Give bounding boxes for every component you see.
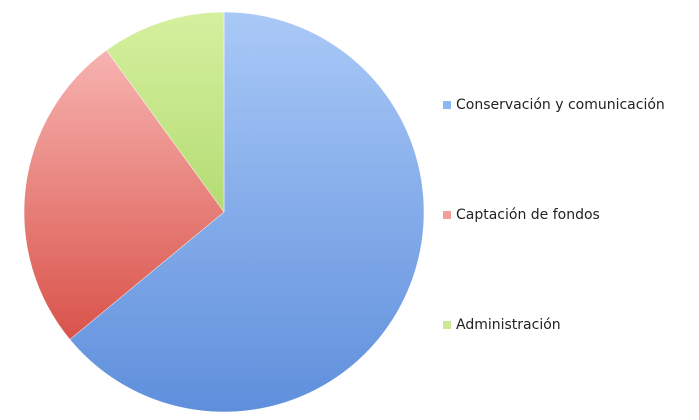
pie-slice [23, 49, 225, 340]
legend-label: Administración [456, 317, 561, 333]
pie-slice [106, 11, 225, 213]
pie-slice [69, 11, 425, 413]
legend-swatch [443, 101, 451, 109]
legend-swatch [443, 211, 451, 219]
legend-label: Conservación y comunicación [456, 97, 665, 113]
legend-swatch [443, 321, 451, 329]
legend-label: Captación de fondos [456, 207, 600, 223]
